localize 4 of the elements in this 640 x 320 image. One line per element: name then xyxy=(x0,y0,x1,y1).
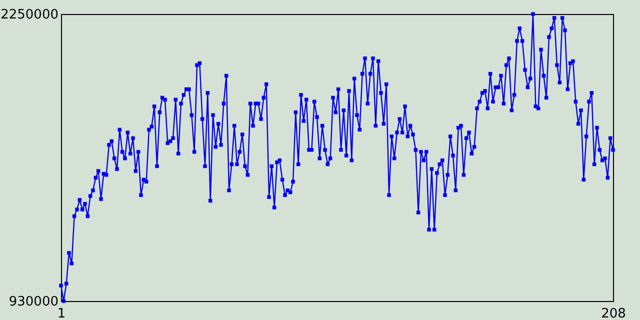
x-tick-label: 1 xyxy=(57,306,66,320)
y-tick-label: 2250000 xyxy=(0,8,58,22)
x-tick-label: 208 xyxy=(601,306,626,320)
y-tick-label: 930000 xyxy=(8,294,58,310)
